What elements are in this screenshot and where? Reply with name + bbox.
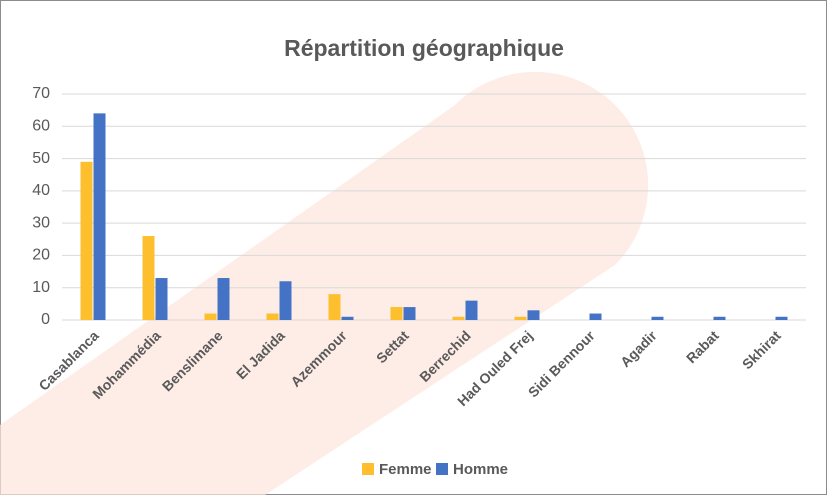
bar — [328, 294, 341, 320]
y-tick-label: 60 — [32, 118, 50, 135]
legend-label: Femme — [379, 461, 432, 478]
chart-title: Répartition géographique — [284, 35, 564, 61]
bar — [775, 316, 788, 320]
bar — [403, 307, 416, 320]
bar — [155, 278, 168, 320]
y-tick-label: 70 — [32, 85, 50, 102]
y-tick-label: 50 — [32, 150, 50, 167]
bar — [452, 316, 465, 320]
legend-swatch — [436, 463, 448, 475]
y-tick-label: 40 — [32, 182, 50, 199]
y-tick-label: 0 — [41, 311, 50, 328]
bar — [93, 113, 106, 320]
y-tick-label: 10 — [32, 279, 50, 296]
legend-swatch — [362, 463, 374, 475]
y-tick-label: 30 — [32, 214, 50, 231]
bar — [217, 278, 230, 320]
legend-label: Homme — [453, 461, 508, 478]
bar — [390, 307, 403, 320]
bar — [279, 281, 292, 320]
bar — [465, 300, 478, 320]
bar — [713, 316, 726, 320]
bar — [514, 316, 527, 320]
bar — [142, 236, 155, 320]
bar — [341, 316, 354, 320]
bar — [80, 161, 93, 320]
bar — [589, 313, 602, 320]
bar — [204, 313, 217, 320]
y-tick-label: 20 — [32, 247, 50, 264]
bar — [527, 310, 540, 320]
bar — [651, 316, 664, 320]
bar — [266, 313, 279, 320]
background-watermark — [0, 71, 649, 496]
